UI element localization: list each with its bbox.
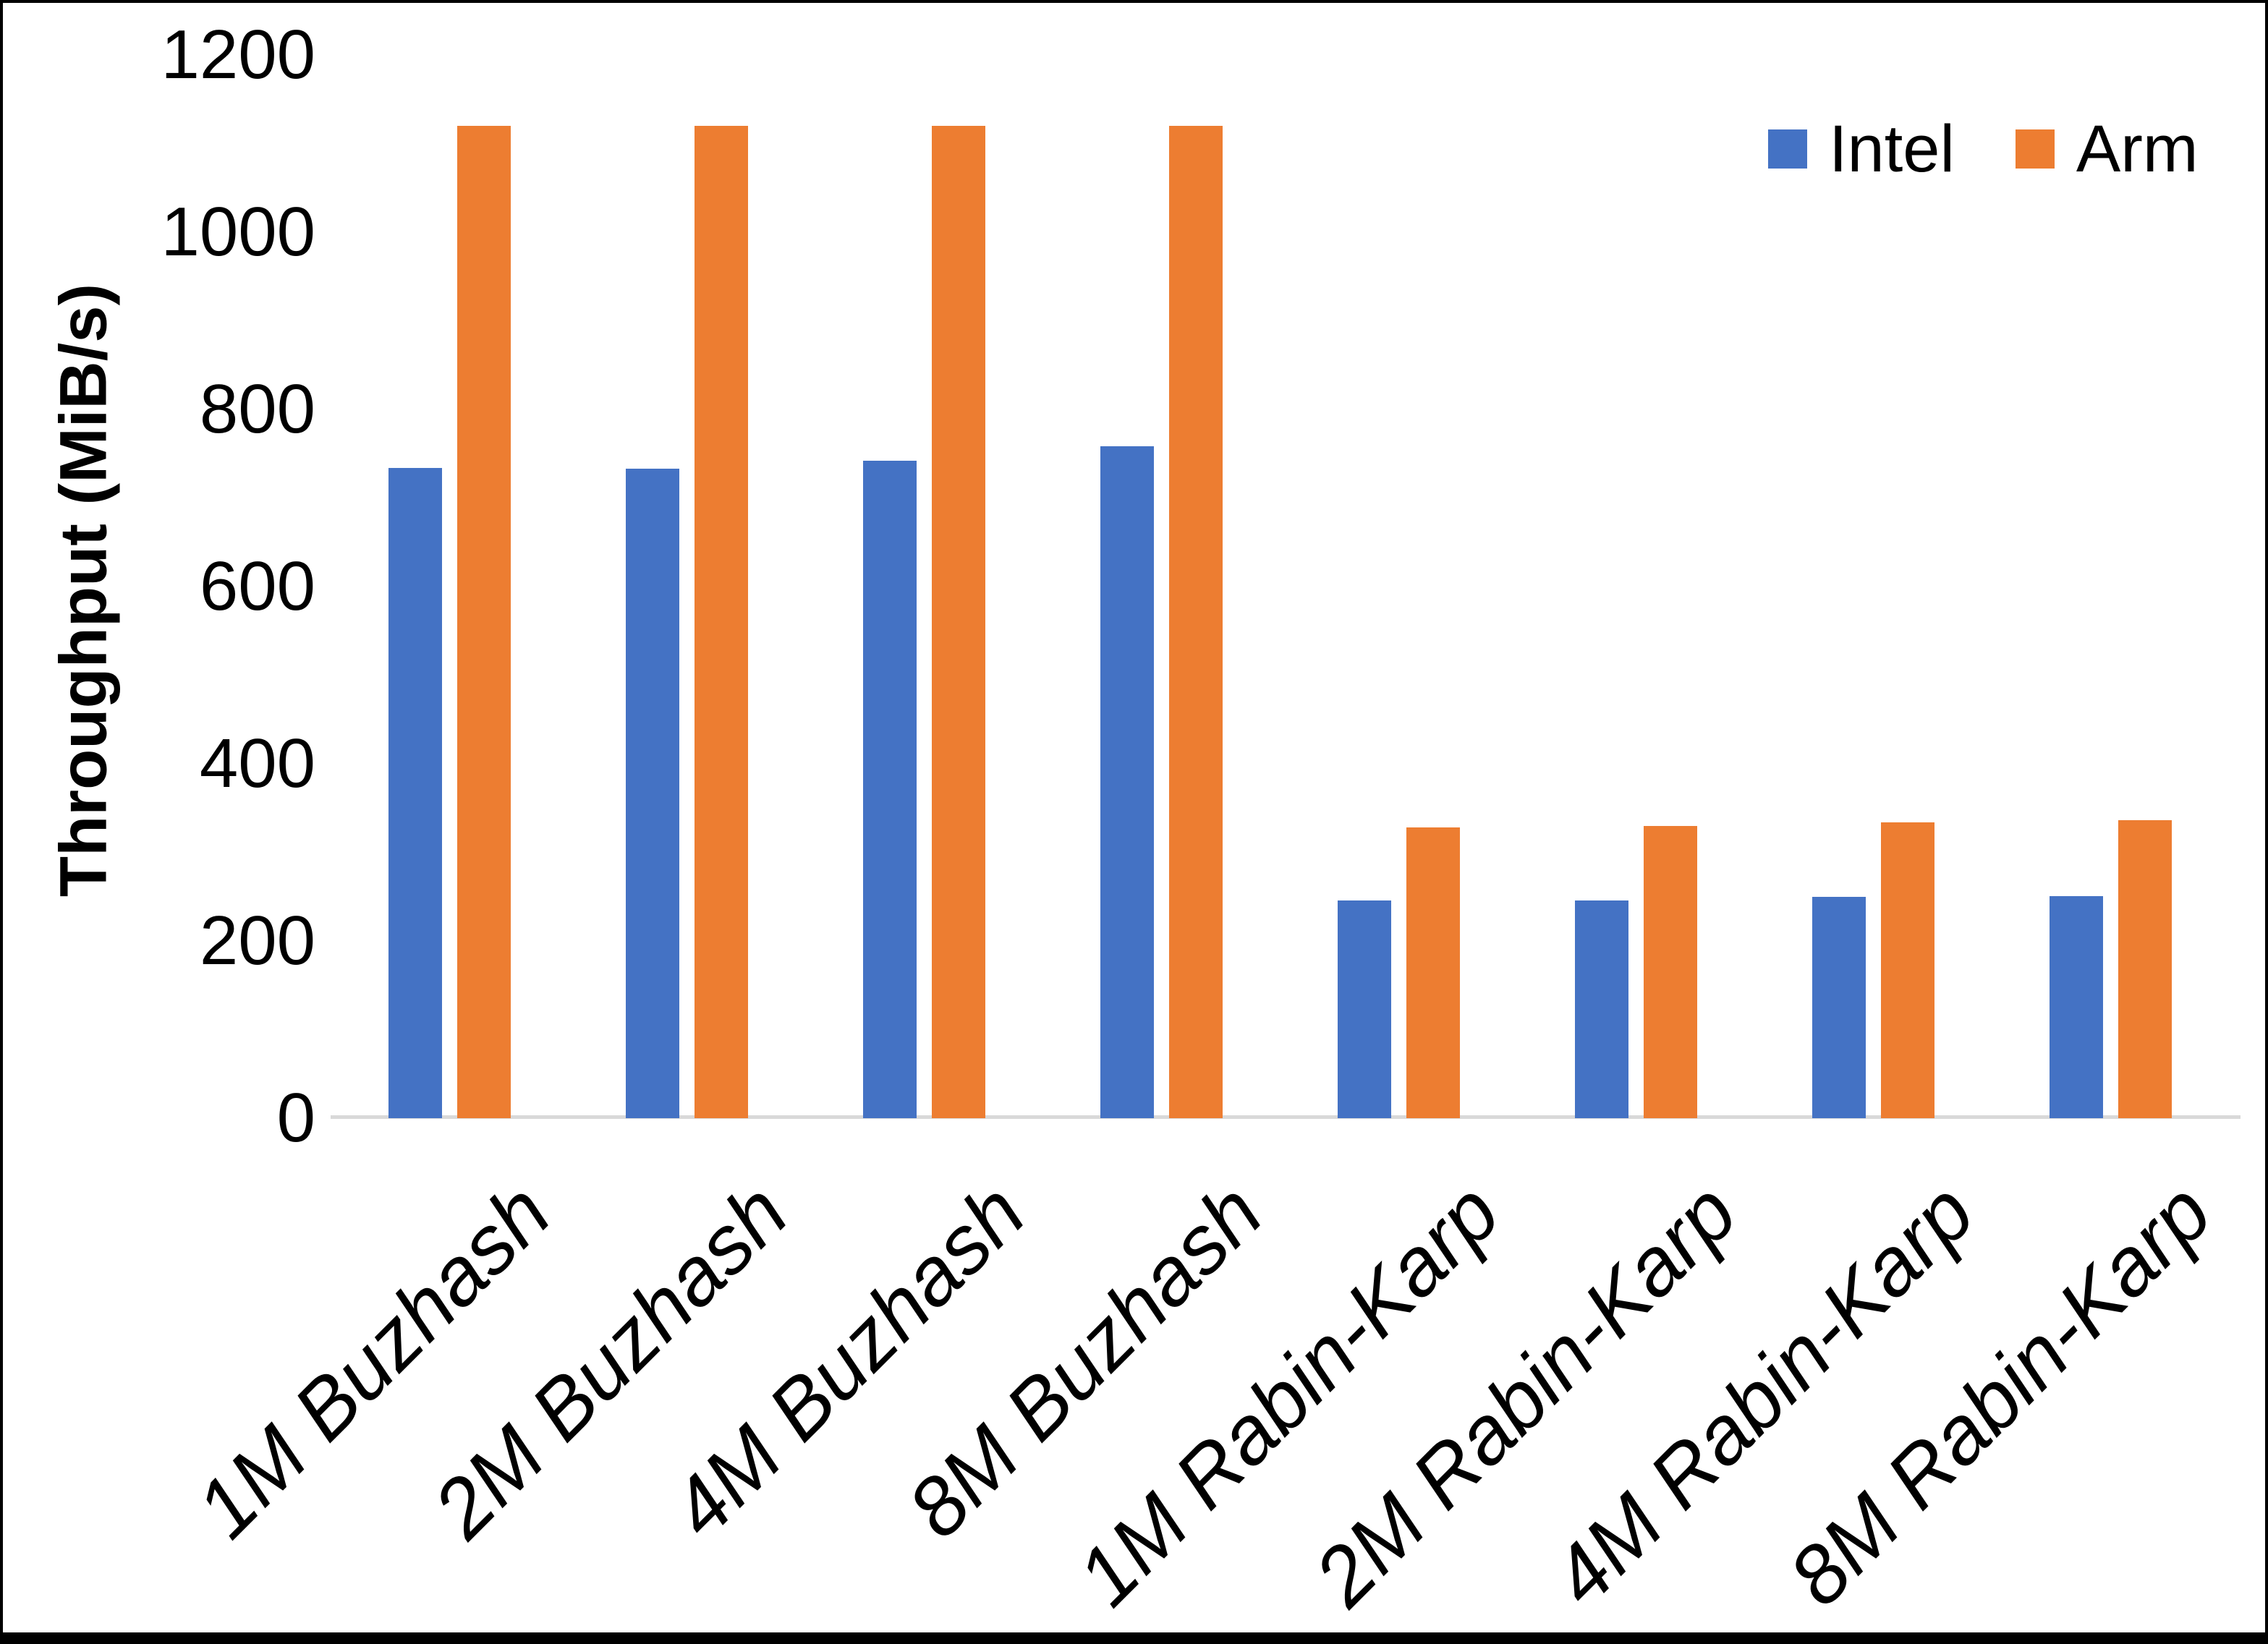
bar-intel-8m-rabin-karp <box>2050 895 2103 1118</box>
bar-arm-8m-buzhash <box>1169 126 1223 1118</box>
legend-swatch-intel-icon <box>1768 129 1807 169</box>
bar-arm-2m-rabin-karp <box>1644 825 1697 1118</box>
legend: Intel Arm <box>1768 116 2199 182</box>
y-tick-label-1200: 1200 <box>161 16 315 93</box>
bar-arm-1m-buzhash <box>457 126 511 1118</box>
bar-arm-1m-rabin-karp <box>1406 827 1460 1118</box>
bar-arm-4m-buzhash <box>932 126 985 1118</box>
legend-swatch-arm-icon <box>2015 129 2055 169</box>
x-category-label-1m-rabin-karp: 1M Rabin-Karp <box>1059 1166 1517 1624</box>
bar-intel-4m-buzhash <box>863 461 917 1118</box>
legend-label-intel: Intel <box>1829 112 1955 186</box>
bar-intel-1m-buzhash <box>388 467 442 1118</box>
bar-intel-2m-rabin-karp <box>1575 900 1628 1118</box>
y-tick-label-400: 400 <box>199 725 315 802</box>
bar-arm-4m-rabin-karp <box>1881 822 1934 1118</box>
x-category-label-8m-rabin-karp: 8M Rabin-Karp <box>1771 1166 2229 1624</box>
x-axis-line <box>331 1115 2241 1119</box>
bar-intel-1m-rabin-karp <box>1338 900 1391 1118</box>
legend-item-arm: Arm <box>2015 112 2199 186</box>
x-category-label-2m-rabin-karp: 2M Rabin-Karp <box>1296 1166 1754 1624</box>
bar-intel-4m-rabin-karp <box>1812 896 1866 1118</box>
bottom-border-bar <box>3 1632 2265 1641</box>
y-axis-title: Throughput (MiB/s) <box>46 283 121 898</box>
bar-intel-2m-buzhash <box>626 469 679 1118</box>
x-category-label-4m-rabin-karp: 4M Rabin-Karp <box>1534 1166 1992 1624</box>
y-tick-label-200: 200 <box>199 902 315 979</box>
bar-intel-8m-buzhash <box>1100 446 1154 1118</box>
y-tick-label-1000: 1000 <box>161 193 315 271</box>
legend-label-arm: Arm <box>2076 112 2199 186</box>
y-tick-label-800: 800 <box>199 370 315 448</box>
bar-arm-8m-rabin-karp <box>2118 820 2172 1118</box>
bar-arm-2m-buzhash <box>695 126 748 1118</box>
y-tick-label-600: 600 <box>199 548 315 625</box>
legend-item-intel: Intel <box>1768 116 1955 182</box>
y-tick-label-0: 0 <box>276 1079 315 1157</box>
